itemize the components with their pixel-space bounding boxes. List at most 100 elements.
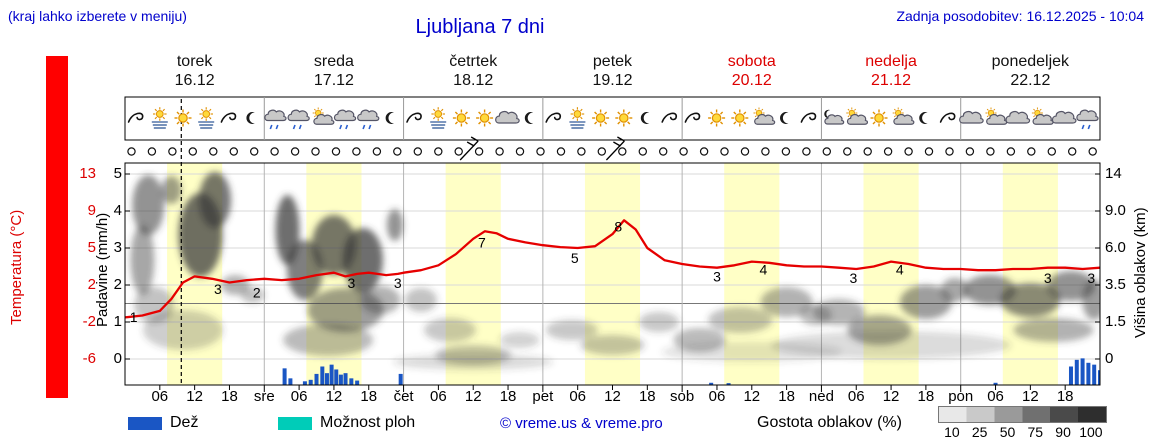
raincloud-icon <box>333 109 357 130</box>
cloud-icon <box>495 110 520 124</box>
wind-icon <box>661 112 678 123</box>
wind-icon <box>800 112 817 123</box>
day-header-četrtek: četrtek 18.12 <box>404 52 543 90</box>
svg-text:2: 2 <box>253 285 261 301</box>
raincloud-icon <box>357 109 380 130</box>
precip-axis-tick: 1 <box>113 313 122 330</box>
sun-icon <box>476 109 494 127</box>
svg-text:06: 06 <box>987 388 1004 405</box>
cloud-cover-symbols <box>127 147 1097 156</box>
precip-axis-tick: 4 <box>113 202 122 219</box>
raincloud-icon <box>287 109 310 130</box>
day-name: petek <box>592 53 633 70</box>
height-axis-tick: 3.5 <box>1105 276 1126 293</box>
height-axis-tick: 1.5 <box>1105 313 1126 330</box>
weather-icons-row <box>127 107 1099 130</box>
svg-text:ned: ned <box>809 388 834 405</box>
svg-text:pet: pet <box>532 388 554 405</box>
svg-text:12: 12 <box>326 388 343 405</box>
day-header-nedelja: nedelja 21.12 <box>821 52 960 90</box>
wind-icon <box>406 112 422 123</box>
cloud-icon <box>1051 110 1077 124</box>
copyright-link[interactable]: © vreme.us & vreme.pro <box>500 415 663 432</box>
cloud-density-scale <box>938 406 1107 423</box>
density-tick: 25 <box>971 424 988 440</box>
wind-barb-icon <box>459 136 479 161</box>
fogsun-icon <box>198 107 215 129</box>
day-header-torek: torek 16.12 <box>125 52 264 90</box>
temperature-scale-strip <box>46 56 68 398</box>
svg-text:06: 06 <box>430 388 447 405</box>
svg-text:06: 06 <box>848 388 865 405</box>
cloud-density-label: Gostota oblakov (%) <box>757 414 902 431</box>
sun-icon <box>452 109 470 127</box>
svg-text:3: 3 <box>214 281 222 297</box>
height-axis-tick: 6.0 <box>1105 239 1126 256</box>
axis-ticks <box>125 173 1100 392</box>
day-header-ponedeljek: ponedeljek 22.12 <box>961 52 1100 90</box>
red-axis-tick: -2 <box>82 313 96 330</box>
rain-legend-label: Dež <box>170 414 199 431</box>
rain-legend-swatch <box>128 417 162 430</box>
height-axis-tick: 0 <box>1105 350 1114 367</box>
day-name: sreda <box>313 53 354 70</box>
svg-text:12: 12 <box>743 388 760 405</box>
moon-icon <box>640 112 650 124</box>
day-name: torek <box>176 53 213 70</box>
density-tick: 10 <box>944 424 960 440</box>
day-date: 17.12 <box>313 72 354 89</box>
svg-text:12: 12 <box>1022 388 1039 405</box>
precip-axis-tick: 3 <box>113 239 122 256</box>
svg-text:18: 18 <box>639 388 656 405</box>
fogsun-icon <box>569 107 586 129</box>
moon-icon <box>246 112 255 124</box>
showers-legend-label: Možnost ploh <box>320 414 416 431</box>
sun-icon <box>592 109 610 127</box>
precip-axis-tick: 2 <box>113 276 122 293</box>
suncloud-icon <box>1031 107 1054 125</box>
wind-icon <box>127 112 144 123</box>
day-date: 22.12 <box>1010 72 1051 89</box>
density-tick: 75 <box>1027 424 1044 440</box>
sun-icon <box>731 109 749 127</box>
weather-icon-strip-border <box>124 96 1101 141</box>
svg-text:3: 3 <box>849 270 857 286</box>
svg-text:18: 18 <box>918 388 935 405</box>
time-axis-labels: 06 12 18 sre 06 12 18 čet 06 12 18 pet 06 12 18 sob 06 12… <box>151 388 1073 405</box>
density-tick: 50 <box>999 424 1016 440</box>
precip-axis-tick: 5 <box>113 165 122 182</box>
svg-text:12: 12 <box>465 388 482 405</box>
moon-icon <box>919 112 928 124</box>
raincloud-icon <box>264 109 287 130</box>
suncloud-icon <box>846 107 869 125</box>
cloud-icon <box>1005 110 1031 124</box>
cloud-icon <box>959 110 984 124</box>
svg-text:3: 3 <box>1044 270 1052 286</box>
showers-legend-swatch <box>278 417 312 430</box>
menu-hint: (kraj lahko izberete v meniju) <box>8 8 187 24</box>
svg-text:5: 5 <box>571 250 579 266</box>
sun-icon <box>174 109 192 127</box>
raincloud-icon <box>1076 109 1099 130</box>
height-axis-tick: 9.0 <box>1105 202 1126 219</box>
sun-icon <box>708 109 726 127</box>
svg-text:sre: sre <box>254 388 275 405</box>
page-title: Ljubljana 7 dni <box>415 16 545 38</box>
temperature-value-labels: 1 3 2 3 3 7 5 8 3 4 3 4 3 3 <box>130 218 1096 325</box>
svg-text:06: 06 <box>569 388 586 405</box>
moon-icon <box>524 112 534 124</box>
red-axis-tick: 2 <box>87 276 96 293</box>
svg-text:18: 18 <box>360 388 377 405</box>
svg-text:18: 18 <box>778 388 795 405</box>
wind-icon <box>545 112 562 123</box>
day-header-sobota: sobota 20.12 <box>682 52 821 90</box>
svg-text:18: 18 <box>221 388 238 405</box>
svg-text:18: 18 <box>1057 388 1074 405</box>
svg-text:06: 06 <box>291 388 308 405</box>
day-name: ponedeljek <box>991 53 1070 70</box>
svg-text:sob: sob <box>670 388 694 405</box>
precip-axis-tick: 0 <box>113 350 122 367</box>
wind-icon <box>220 112 237 123</box>
day-date: 21.12 <box>871 72 912 89</box>
